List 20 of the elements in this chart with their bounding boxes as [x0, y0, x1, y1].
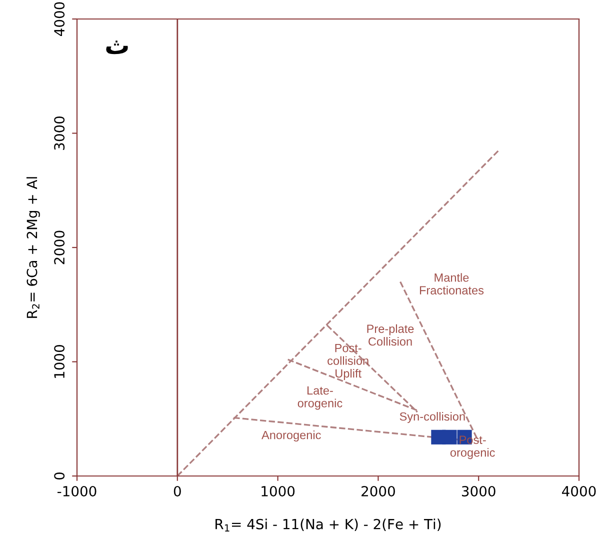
annotation: Syn-collision: [400, 412, 465, 424]
y-axis-title: R$_{2}$= 6Ca + 2Mg + Al: [26, 177, 40, 318]
y-tick-label: 4000: [54, 2, 65, 36]
y-tick-label: 2000: [54, 230, 65, 264]
y-tick-label: 0: [54, 472, 65, 480]
y-tick-label: 3000: [54, 116, 65, 150]
annotation: Pre-plate Collision: [367, 324, 414, 346]
annotation: Mantle Fractionates: [420, 273, 484, 294]
annotation: Anorogenic: [262, 430, 321, 442]
x-tick-label: 3000: [462, 486, 496, 496]
x-tick-label: 0: [174, 486, 181, 496]
annotation: Late- orogenic: [298, 386, 342, 410]
x-tick-label: 1000: [262, 486, 295, 496]
annotation: ث: [106, 40, 128, 54]
x-tick-label: -1000: [58, 486, 96, 496]
x-tick-label: 4000: [562, 486, 596, 496]
x-tick-label: 2000: [362, 486, 395, 496]
annotation: Post- collision Uplift: [328, 344, 368, 380]
y-tick-label: 1000: [54, 345, 65, 378]
x-axis-title: R$_{1}$= 4Si - 11(Na + K) - 2(Fe + Ti): [216, 518, 441, 532]
